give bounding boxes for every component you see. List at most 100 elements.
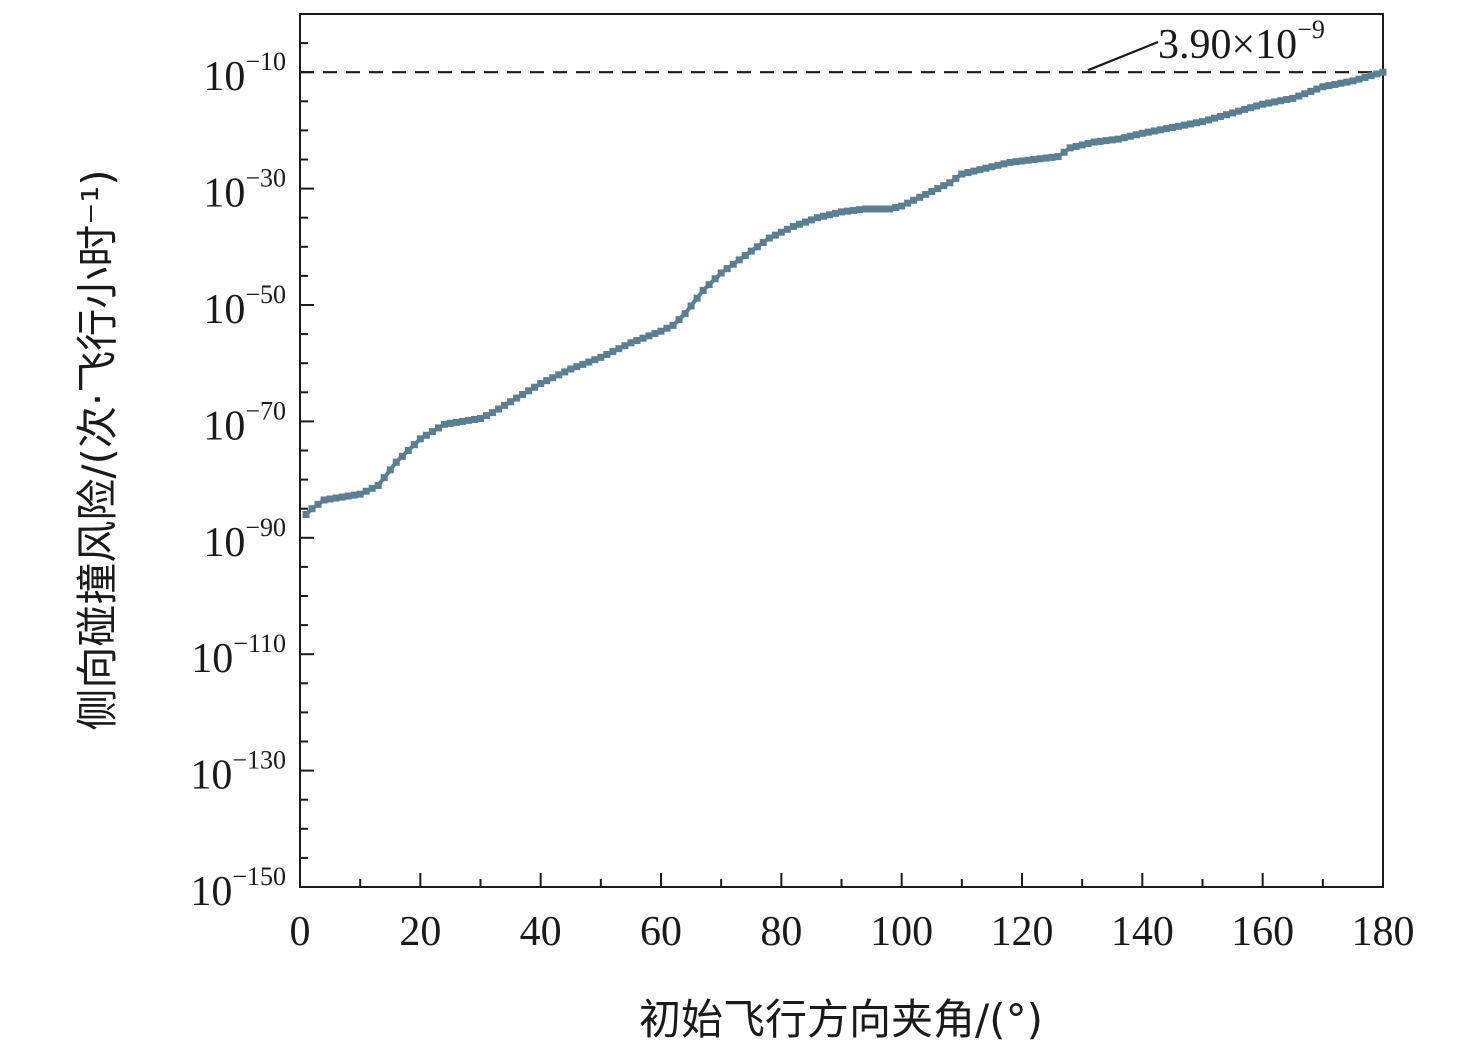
series-point (729, 260, 737, 268)
series-point (699, 286, 707, 294)
series-point (735, 256, 743, 264)
series-point (856, 206, 864, 214)
series-point (1229, 109, 1237, 117)
series-point (1000, 160, 1008, 168)
series-point (1006, 158, 1014, 166)
x-axis-ticks: 0 20 40 60 80 100 120 140 160 180 (290, 873, 1415, 955)
series-point (1060, 148, 1068, 156)
series-point (1295, 92, 1303, 100)
series-point (681, 310, 689, 318)
series-point (1030, 156, 1038, 163)
series-point (898, 202, 906, 210)
series-point (615, 345, 623, 353)
series-point (1241, 105, 1249, 113)
series-point (1096, 137, 1104, 145)
series-point (1379, 68, 1387, 76)
series-point (645, 332, 653, 340)
series-point (1343, 78, 1351, 86)
series-point (1174, 122, 1182, 130)
series-point (555, 371, 563, 379)
series-point (657, 327, 665, 335)
series-point (916, 193, 924, 201)
series-point (1199, 118, 1206, 126)
series-point (458, 417, 466, 425)
threshold-group: 3.90×10−9 (300, 15, 1383, 74)
series-point (813, 214, 821, 222)
series-point (868, 205, 876, 213)
series-point (1078, 141, 1086, 149)
series-point (1126, 132, 1134, 140)
series-point (1277, 97, 1285, 105)
series-point (723, 265, 731, 273)
x-tick-label: 60 (640, 909, 682, 955)
series-point (338, 493, 346, 501)
series-point (302, 511, 310, 519)
series-point (1247, 104, 1255, 112)
series-point (344, 492, 352, 500)
series-point (422, 431, 430, 439)
series-point (416, 435, 424, 443)
y-tick-label: 10−110 (191, 629, 286, 682)
series-point (368, 484, 376, 492)
x-tick-label: 180 (1352, 909, 1415, 955)
x-axis-title: 初始飞行方向夹角/(°) (639, 995, 1043, 1044)
series-point (946, 179, 954, 187)
series-point (783, 225, 791, 233)
series-point (464, 416, 472, 424)
series-point (398, 452, 406, 460)
series-point (952, 174, 960, 182)
series-point (669, 321, 677, 329)
series-point (561, 368, 569, 376)
series-point (603, 350, 611, 358)
series-point (1301, 90, 1309, 98)
series-point (1114, 135, 1122, 143)
series-point (549, 374, 557, 382)
series-point (374, 481, 382, 489)
series-point (795, 220, 803, 228)
series-point (958, 170, 966, 178)
series-point (446, 419, 454, 427)
y-tick-label: 10−30 (203, 164, 286, 217)
series-point (513, 394, 521, 402)
threshold-leader-line (1087, 40, 1159, 72)
series-point (753, 243, 761, 251)
series-point (1313, 85, 1321, 93)
series-point (1102, 137, 1110, 145)
series-point (1018, 157, 1026, 165)
series-point (1144, 128, 1152, 136)
series-point (940, 182, 948, 190)
y-axis-ticks: 10−10 10−30 10−50 10−70 10−90 10−110 10−130 10−… (190, 13, 314, 915)
series-point (1108, 136, 1116, 144)
series-point (1337, 79, 1345, 87)
series-point (543, 377, 551, 385)
series-point (687, 302, 695, 310)
series-point (609, 348, 617, 356)
series-point (591, 356, 599, 364)
series-point (1373, 70, 1381, 78)
series-point (1048, 153, 1056, 161)
series-point (928, 188, 936, 196)
series-point (1223, 111, 1231, 119)
series-point (452, 418, 460, 426)
series-point (693, 294, 701, 302)
series-point (862, 205, 870, 213)
series-point (1132, 131, 1140, 139)
series-point (362, 487, 370, 495)
series-point (386, 466, 394, 474)
series-point (392, 458, 400, 466)
series-group (302, 68, 1387, 519)
series-point (892, 204, 900, 212)
series-point (771, 231, 779, 239)
series-point (585, 358, 593, 366)
y-axis-title: 侧向碰撞风险/(次·飞行小时⁻¹) (73, 169, 122, 730)
series-point (1168, 123, 1176, 131)
series-point (831, 209, 839, 217)
series-point (988, 163, 996, 171)
series-point (651, 330, 659, 338)
series-point (705, 281, 713, 289)
plot-frame (299, 13, 1384, 888)
series-point (639, 334, 647, 342)
x-tick-label: 100 (870, 909, 933, 955)
x-tick-label: 20 (399, 909, 441, 955)
series-point (759, 238, 767, 246)
